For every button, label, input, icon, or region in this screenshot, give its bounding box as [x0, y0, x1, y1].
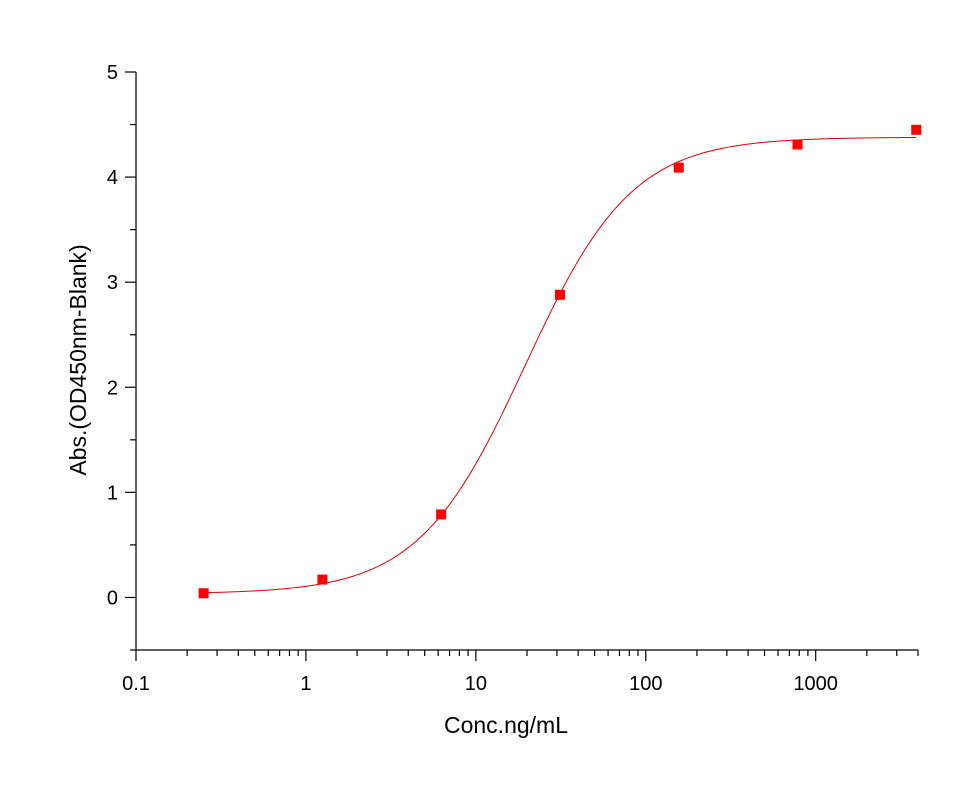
data-points: [198, 124, 922, 599]
data-point: [673, 162, 684, 173]
data-point: [554, 289, 565, 300]
y-tick-label: 3: [107, 272, 118, 294]
y-tick-label: 1: [107, 482, 118, 504]
x-tick-label: 0.1: [122, 673, 150, 695]
y-tick-label: 0: [107, 587, 118, 609]
data-point: [911, 124, 922, 135]
x-tick-label: 1000: [793, 673, 838, 695]
y-axis-title: Abs.(OD450nm-Blank): [65, 244, 91, 475]
y-axis-ticks: 0 1 2 3 4 5: [107, 62, 136, 651]
data-point: [317, 574, 328, 585]
data-point: [436, 509, 447, 520]
y-tick-label: 5: [107, 62, 118, 84]
x-tick-label: 100: [629, 673, 662, 695]
x-axis-ticks: 0.1 1 10 100 1000: [122, 650, 919, 695]
y-tick-label: 2: [107, 377, 118, 399]
fit-curve: [203, 136, 917, 594]
x-axis-title: Conc.ng/mL: [444, 712, 568, 738]
x-tick-label: 10: [465, 673, 487, 695]
x-tick-label: 1: [300, 673, 311, 695]
y-tick-label: 4: [107, 167, 118, 189]
data-point: [792, 139, 803, 150]
data-point: [198, 588, 209, 599]
